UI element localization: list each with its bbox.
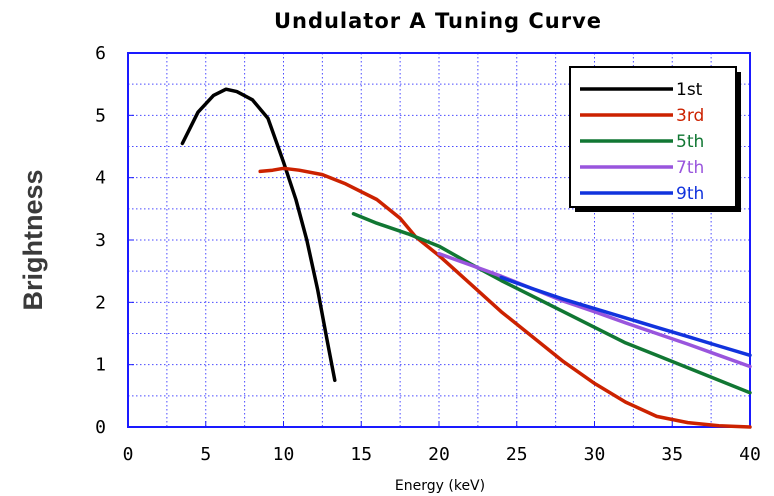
x-tick-label: 10 — [273, 444, 295, 465]
legend: 1st 3rd 5th 7th 9th — [569, 66, 741, 212]
x-tick-label: 40 — [739, 444, 761, 465]
x-tick-label: 30 — [584, 444, 606, 465]
x-tick-label: 5 — [200, 444, 211, 465]
y-tick-label: 3 — [95, 230, 106, 251]
x-axis-label: Energy (keV) — [395, 478, 485, 494]
y-tick-label: 1 — [95, 355, 106, 376]
legend-label: 5th — [676, 132, 704, 152]
x-tick-label: 0 — [123, 444, 134, 465]
series-line-9th — [499, 275, 752, 358]
x-tick-label: 15 — [350, 444, 372, 465]
legend-label: 3rd — [676, 106, 704, 126]
series-line-1st — [180, 87, 337, 383]
series-line-5th — [351, 212, 752, 395]
chart-title: Undulator A Tuning Curve — [274, 9, 602, 33]
legend-label: 1st — [676, 80, 703, 100]
series-line-7th — [437, 251, 752, 369]
y-tick-label: 0 — [95, 417, 106, 438]
y-tick-label: 4 — [95, 168, 106, 189]
series-layer — [180, 87, 752, 429]
y-tick-label: 5 — [95, 105, 106, 126]
x-tick-label: 35 — [661, 444, 683, 465]
legend-label: 9th — [676, 184, 704, 204]
y-axis-label: Brightness — [18, 169, 48, 310]
x-tick-label: 25 — [506, 444, 528, 465]
y-tick-label: 2 — [95, 292, 106, 313]
legend-label: 7th — [676, 158, 704, 178]
y-tick-label: 6 — [95, 43, 106, 64]
x-tick-label: 20 — [428, 444, 450, 465]
axis-ticks: 0 5 10 15 20 25 30 35 40 0 1 2 3 4 5 6 — [95, 43, 761, 465]
series-line-3rd — [258, 166, 752, 429]
